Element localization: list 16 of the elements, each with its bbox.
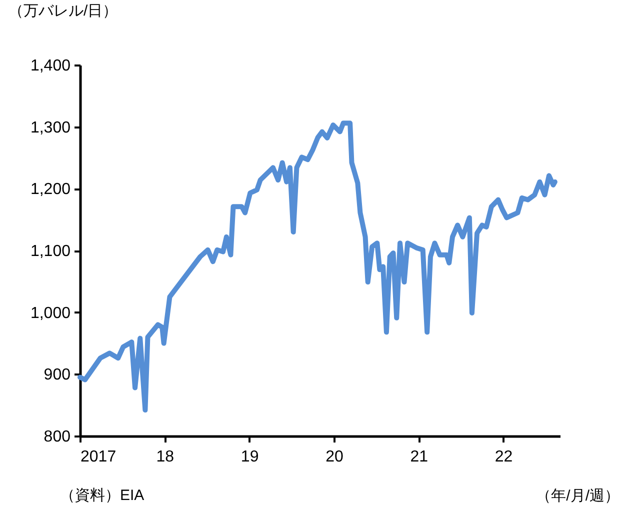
y-tick-label: 1,300 [30, 119, 71, 136]
x-axis-title: （年/月/週） [536, 488, 619, 504]
x-tick-label: 21 [410, 448, 428, 466]
y-tick-label: 1,000 [30, 304, 71, 322]
x-tick-label: 20 [326, 448, 344, 466]
y-tick-label: 800 [44, 428, 71, 446]
x-tick-label: 19 [240, 448, 259, 466]
y-tick-label: 1,200 [30, 181, 71, 198]
text: （資料）EIA [60, 486, 144, 505]
y-tick-label: 1,400 [30, 58, 71, 74]
y-tick-label: 900 [44, 366, 71, 384]
y-axis-title: （万バレル/日） [8, 2, 118, 20]
x-tick-label: 2017 [80, 448, 116, 466]
y-tick-label: 1,100 [30, 243, 71, 260]
x-tick-label: 18 [156, 448, 174, 466]
x-tick-label: 22 [494, 448, 513, 466]
